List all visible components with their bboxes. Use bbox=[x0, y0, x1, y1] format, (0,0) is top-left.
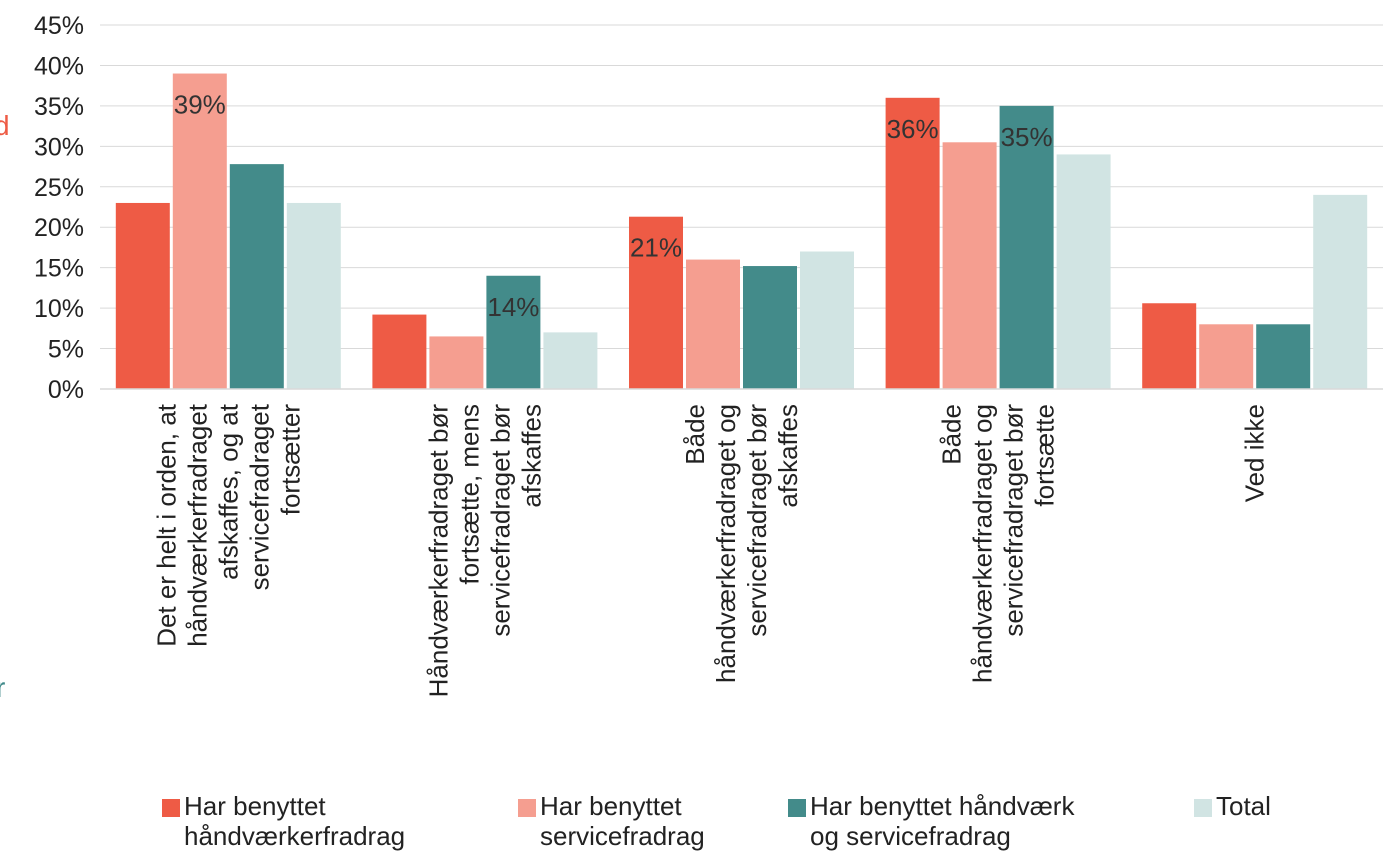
legend-item: Har benyttet håndværkerfradrag bbox=[162, 791, 405, 851]
legend-label-line: og servicefradrag bbox=[810, 821, 1011, 851]
x-category-label-line: Det er helt i orden, at bbox=[151, 403, 181, 647]
x-category-label-line: Ved ikke bbox=[1240, 404, 1270, 502]
y-tick-label: 35% bbox=[34, 93, 84, 121]
x-category-label: Håndværkerfradraget bør fortsætte, mens se… bbox=[423, 404, 546, 698]
legend-swatch bbox=[162, 799, 180, 817]
legend-label-line: servicefradrag bbox=[540, 821, 705, 851]
legend-item: Total bbox=[1194, 791, 1271, 821]
bar bbox=[486, 275, 541, 389]
x-category-label-line: afskaffes, og at bbox=[213, 403, 243, 580]
y-tick-label: 20% bbox=[34, 214, 84, 242]
x-category-label-line: Håndværkerfradraget bør bbox=[423, 404, 453, 698]
edge-text-fragment-bottom: r bbox=[0, 672, 6, 703]
legend-swatch bbox=[788, 799, 806, 817]
x-category-label-line: servicefradraget bbox=[244, 403, 274, 590]
y-tick-label: 5% bbox=[48, 336, 84, 364]
bar bbox=[1199, 324, 1254, 389]
x-category-label-line: fortsætte bbox=[1030, 404, 1060, 507]
bar bbox=[115, 202, 170, 389]
x-category-label-line: Både bbox=[680, 404, 710, 465]
bar bbox=[429, 336, 484, 389]
legend-label: Total bbox=[1216, 791, 1271, 821]
legend-label: Har benyttet servicefradrag bbox=[540, 791, 705, 851]
bar bbox=[885, 97, 940, 390]
data-label: 39% bbox=[174, 90, 226, 120]
legend-label-line: håndværkerfradrag bbox=[184, 821, 406, 851]
y-tick-label: 30% bbox=[34, 133, 84, 161]
y-tick-label: 25% bbox=[34, 174, 84, 202]
y-tick-label: 45% bbox=[34, 12, 84, 40]
bar bbox=[286, 202, 341, 389]
bar bbox=[229, 164, 284, 389]
legend-item: Har benyttet håndværk og servicefradrag bbox=[788, 791, 1074, 851]
bar bbox=[942, 142, 997, 389]
bar bbox=[1142, 303, 1197, 389]
data-label: 36% bbox=[887, 114, 939, 144]
y-tick-label: 0% bbox=[48, 376, 84, 404]
legend-label: Har benyttet håndværk og servicefradrag bbox=[810, 791, 1074, 851]
legend-label: Har benyttet håndværkerfradrag bbox=[184, 791, 405, 851]
data-labels: 21% 36% 39% 14% 35% bbox=[174, 90, 1053, 322]
y-tick-label: 15% bbox=[34, 255, 84, 283]
x-category-label: Ved ikke bbox=[1240, 404, 1270, 502]
x-category-label-line: afskaffes bbox=[773, 404, 803, 508]
edge-text-fragment-top: d bbox=[0, 110, 10, 141]
x-category-label: Det er helt i orden, at håndværkerfradrag… bbox=[151, 403, 305, 647]
legend-label-line: Har benyttet bbox=[184, 791, 326, 821]
bar bbox=[999, 105, 1054, 389]
x-category-label-line: servicefradraget bør bbox=[485, 404, 515, 637]
x-category-label-line: servicefradraget bør bbox=[999, 404, 1029, 637]
legend-swatch bbox=[518, 799, 536, 817]
x-category-label-line: håndværkerfradraget og bbox=[968, 404, 998, 683]
legend-label-line: Total bbox=[1216, 791, 1271, 821]
bar bbox=[543, 332, 598, 389]
x-category-label-line: fortsætte, mens bbox=[454, 404, 484, 585]
x-category-label-line: håndværkerfradraget og bbox=[711, 404, 741, 683]
bar bbox=[1056, 154, 1111, 389]
legend-label-line: Har benyttet bbox=[540, 791, 682, 821]
bars bbox=[115, 73, 1368, 390]
bar bbox=[743, 266, 797, 389]
legend-swatch bbox=[1194, 799, 1212, 817]
bar bbox=[800, 251, 854, 389]
x-category-label: Både håndværkerfradraget og servicefradrag… bbox=[680, 404, 803, 683]
bar bbox=[1256, 324, 1311, 389]
x-category-label-line: fortsætter bbox=[275, 404, 305, 516]
bar bbox=[172, 73, 227, 390]
bar bbox=[629, 216, 683, 389]
legend-label-line: Har benyttet håndværk bbox=[810, 791, 1075, 821]
y-axis: 0% 5% 10% 15% 20% 25% 30% 35% 40% 45% bbox=[34, 12, 84, 404]
y-tick-label: 10% bbox=[34, 295, 84, 323]
x-category-label-line: servicefradraget bør bbox=[742, 404, 772, 637]
x-axis: Det er helt i orden, at håndværkerfradrag… bbox=[100, 388, 1383, 698]
data-label: 14% bbox=[487, 292, 539, 322]
x-category-label-line: Både bbox=[937, 404, 967, 465]
bar bbox=[686, 259, 740, 389]
data-label: 21% bbox=[630, 233, 682, 263]
bar bbox=[1313, 194, 1368, 389]
x-category-label: Både håndværkerfradraget og servicefradrag… bbox=[937, 404, 1060, 683]
data-label: 35% bbox=[1001, 122, 1053, 152]
x-category-label-line: håndværkerfradraget bbox=[182, 403, 212, 647]
bar bbox=[372, 314, 427, 389]
bar-chart: 0% 5% 10% 15% 20% 25% 30% 35% 40% 45% 21% 36% 39% 14… bbox=[34, 12, 1383, 698]
y-tick-label: 40% bbox=[34, 52, 84, 80]
legend-item: Har benyttet servicefradrag bbox=[518, 791, 705, 851]
x-category-label-line: afskaffes bbox=[516, 404, 546, 508]
